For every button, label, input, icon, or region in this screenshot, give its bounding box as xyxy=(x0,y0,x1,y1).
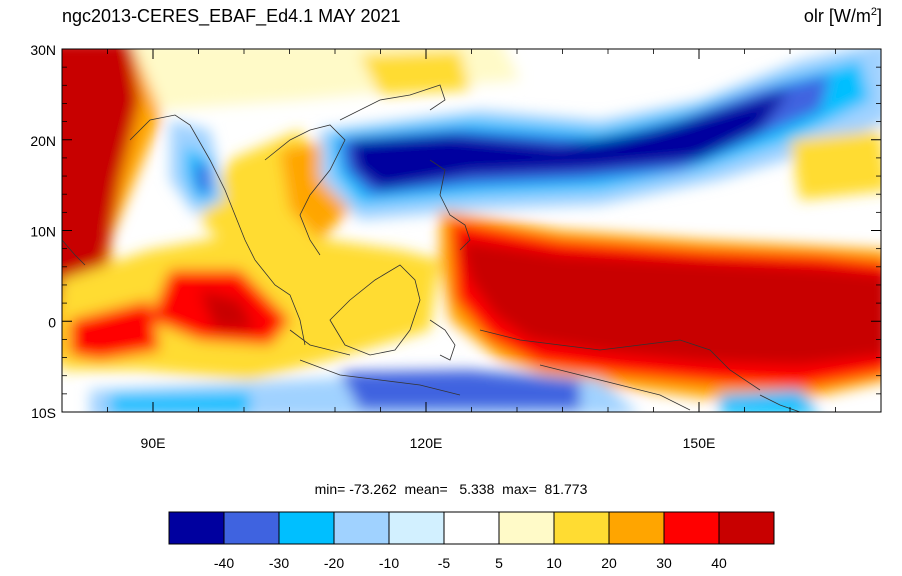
colorbar-swatch xyxy=(553,511,610,545)
lon-tick-label: 90E xyxy=(141,435,166,451)
colorbar-swatch xyxy=(168,511,225,545)
colorbar-swatch xyxy=(223,511,280,545)
lat-tick-label: 0 xyxy=(48,314,56,330)
variable-units-label: olr [W/m2] xyxy=(803,6,882,26)
colorbar-swatch xyxy=(718,511,775,545)
colorbar-label: 10 xyxy=(546,555,562,571)
colorbar-swatch xyxy=(388,511,445,545)
longitude-axis: 90E 120E 150E xyxy=(61,49,882,451)
statistics-line: min= -73.262 mean= 5.338 max= 81.773 xyxy=(314,481,588,497)
colorbar-label: 20 xyxy=(601,555,617,571)
colorbar-label: -20 xyxy=(324,555,344,571)
colorbar-label: -40 xyxy=(214,555,234,571)
lat-tick-label: 10S xyxy=(31,405,56,421)
colorbar-swatch xyxy=(333,511,390,545)
colorbar-swatch xyxy=(498,511,555,545)
colorbar-swatch xyxy=(443,511,500,545)
coastlines xyxy=(62,84,801,412)
lat-tick-label: 20N xyxy=(30,133,56,149)
colorbar-label: 40 xyxy=(711,555,727,571)
map-field xyxy=(62,49,881,412)
colorbar-label: -10 xyxy=(379,555,399,571)
plot-title: ngc2013-CERES_EBAF_Ed4.1 MAY 2021 xyxy=(62,6,401,26)
colorbar-swatch xyxy=(608,511,665,545)
lat-tick-label: 10N xyxy=(30,224,56,240)
olr-anomaly-map: 30N 20N 10N 0 10S 90E 120E 150E xyxy=(30,42,882,451)
colorbar-label: 30 xyxy=(656,555,672,571)
colorbar-label: 5 xyxy=(495,555,503,571)
latitude-axis: 30N 20N 10N 0 10S xyxy=(30,42,881,421)
colorbar-swatch xyxy=(278,511,335,545)
colorbar-label: -30 xyxy=(269,555,289,571)
colorbar-swatch xyxy=(663,511,720,545)
lat-tick-label: 30N xyxy=(30,42,56,58)
colorbar-label: -5 xyxy=(438,555,451,571)
lon-tick-label: 150E xyxy=(683,435,716,451)
lon-tick-label: 120E xyxy=(410,435,443,451)
